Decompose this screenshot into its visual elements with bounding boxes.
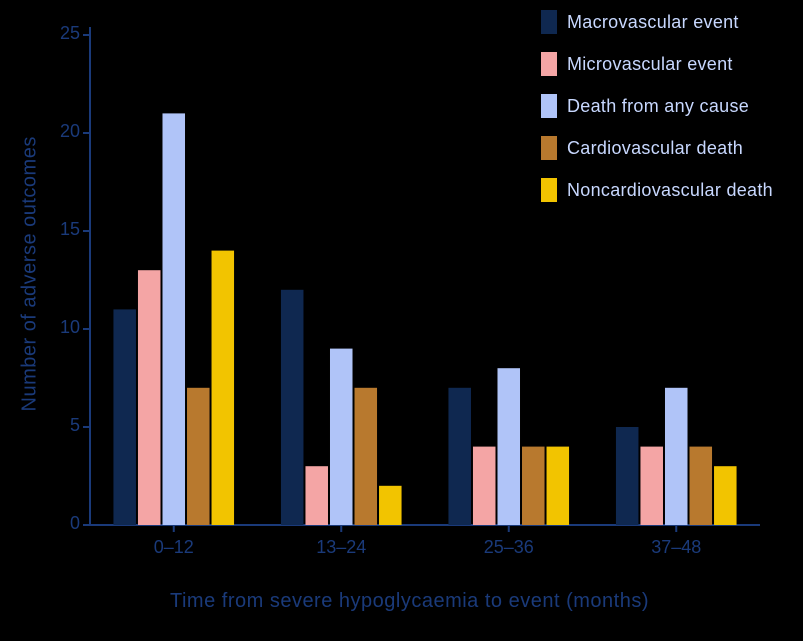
bar xyxy=(212,251,235,525)
legend-swatch xyxy=(541,136,557,160)
legend-swatch xyxy=(541,178,557,202)
legend-swatch xyxy=(541,94,557,118)
legend-swatch xyxy=(541,52,557,76)
legend-item: Microvascular event xyxy=(541,52,773,76)
x-tick-label: 0–12 xyxy=(124,537,224,558)
x-tick-label: 25–36 xyxy=(459,537,559,558)
bar xyxy=(162,113,185,525)
bar xyxy=(113,309,136,525)
legend-item: Death from any cause xyxy=(541,94,773,118)
legend-item: Macrovascular event xyxy=(541,10,773,34)
x-tick-label: 13–24 xyxy=(291,537,391,558)
legend: Macrovascular event Microvascular event De… xyxy=(541,10,773,202)
bar xyxy=(138,270,161,525)
bar xyxy=(281,290,304,525)
bar xyxy=(355,388,378,525)
bar xyxy=(497,368,520,525)
bar xyxy=(473,447,496,525)
y-tick-label: 25 xyxy=(40,23,80,44)
bar xyxy=(616,427,639,525)
bar xyxy=(448,388,471,525)
legend-label: Macrovascular event xyxy=(567,12,739,33)
y-tick-label: 10 xyxy=(40,317,80,338)
legend-label: Microvascular event xyxy=(567,54,733,75)
legend-label: Cardiovascular death xyxy=(567,138,743,159)
bar xyxy=(305,466,328,525)
bar xyxy=(665,388,688,525)
bar xyxy=(187,388,210,525)
legend-item: Noncardiovascular death xyxy=(541,178,773,202)
bar xyxy=(547,447,570,525)
legend-item: Cardiovascular death xyxy=(541,136,773,160)
y-tick-label: 15 xyxy=(40,219,80,240)
bar xyxy=(522,447,545,525)
bar xyxy=(640,447,663,525)
x-tick-label: 37–48 xyxy=(626,537,726,558)
x-axis-title: Time from severe hypoglycaemia to event … xyxy=(170,590,649,613)
y-axis-title: Number of adverse outcomes xyxy=(19,152,42,412)
chart-container: Number of adverse outcomes Time from sev… xyxy=(0,0,803,641)
bar xyxy=(690,447,713,525)
bar xyxy=(330,349,353,525)
legend-label: Death from any cause xyxy=(567,96,749,117)
bar xyxy=(714,466,737,525)
y-tick-label: 0 xyxy=(40,513,80,534)
bar xyxy=(379,486,402,525)
legend-swatch xyxy=(541,10,557,34)
y-tick-label: 5 xyxy=(40,415,80,436)
y-tick-label: 20 xyxy=(40,121,80,142)
legend-label: Noncardiovascular death xyxy=(567,180,773,201)
